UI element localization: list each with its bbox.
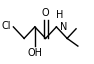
Text: O: O (42, 8, 49, 18)
Text: Cl: Cl (1, 21, 11, 31)
Text: H: H (56, 10, 64, 20)
Text: OH: OH (27, 48, 42, 58)
Text: N: N (60, 22, 67, 32)
